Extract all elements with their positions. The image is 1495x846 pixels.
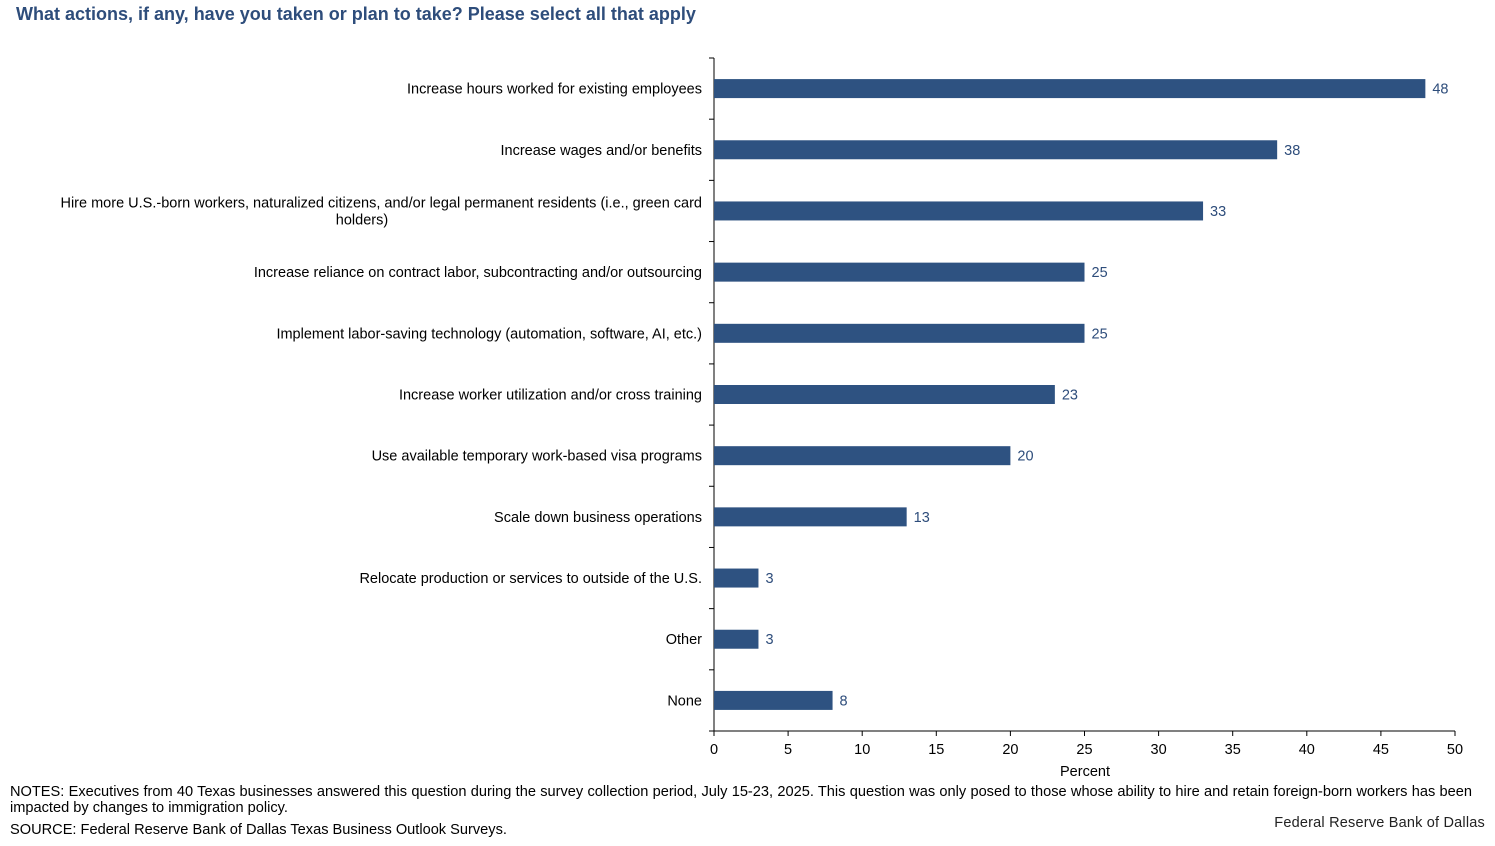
chart-source: SOURCE: Federal Reserve Bank of Dallas T… [10, 822, 507, 838]
x-tick-label: 0 [710, 742, 718, 758]
data-label: 20 [1017, 449, 1033, 465]
data-label: 13 [914, 510, 930, 526]
data-label: 38 [1284, 143, 1300, 159]
x-tick-label: 35 [1225, 742, 1241, 758]
bar[interactable] [714, 201, 1204, 221]
x-tick-label: 20 [1002, 742, 1018, 758]
bar[interactable] [714, 79, 1426, 99]
bar[interactable] [714, 385, 1055, 404]
category-label: Increase wages and/or benefits [500, 143, 702, 159]
x-tick-label: 5 [784, 742, 792, 758]
bar[interactable] [714, 323, 1085, 343]
bar[interactable] [714, 690, 833, 710]
bar[interactable] [714, 568, 759, 588]
chart-notes: NOTES: Executives from 40 Texas business… [10, 784, 1472, 816]
category-label: Relocate production or services to outsi… [359, 571, 702, 587]
x-tick-label: 50 [1447, 742, 1463, 758]
bar[interactable] [714, 446, 1011, 466]
bar[interactable] [714, 629, 759, 649]
data-label: 25 [1092, 326, 1108, 342]
category-label: None [667, 693, 702, 709]
category-label: Increase hours worked for existing emplo… [407, 82, 702, 98]
x-tick-label: 40 [1299, 742, 1315, 758]
category-label: Increase worker utilization and/or cross… [399, 388, 702, 404]
data-label: 3 [765, 571, 773, 587]
data-label: 8 [840, 693, 848, 709]
bar[interactable] [714, 262, 1085, 282]
bar[interactable] [714, 140, 1278, 160]
data-label: 23 [1062, 388, 1078, 404]
data-label: 3 [765, 632, 773, 648]
x-tick-label: 15 [928, 742, 944, 758]
bar[interactable] [714, 507, 907, 527]
x-tick-label: 30 [1151, 742, 1167, 758]
x-tick-label: 45 [1373, 742, 1389, 758]
data-label: 33 [1210, 204, 1226, 220]
x-tick-label: 25 [1076, 742, 1092, 758]
category-label: Hire more U.S.-born workers, naturalized… [60, 195, 702, 211]
chart-credit: Federal Reserve Bank of Dallas [1274, 815, 1485, 831]
category-label: Scale down business operations [494, 510, 702, 526]
category-label: holders) [336, 212, 388, 228]
x-axis-title: Percent [1060, 764, 1110, 780]
data-label: 48 [1432, 82, 1448, 98]
category-label: Other [666, 632, 702, 648]
category-label: Implement labor-saving technology (autom… [276, 326, 702, 342]
category-label: Increase reliance on contract labor, sub… [254, 265, 702, 281]
x-tick-label: 10 [854, 742, 870, 758]
chart-title: What actions, if any, have you taken or … [16, 4, 696, 24]
category-label: Use available temporary work-based visa … [372, 449, 702, 465]
data-label: 25 [1092, 265, 1108, 281]
